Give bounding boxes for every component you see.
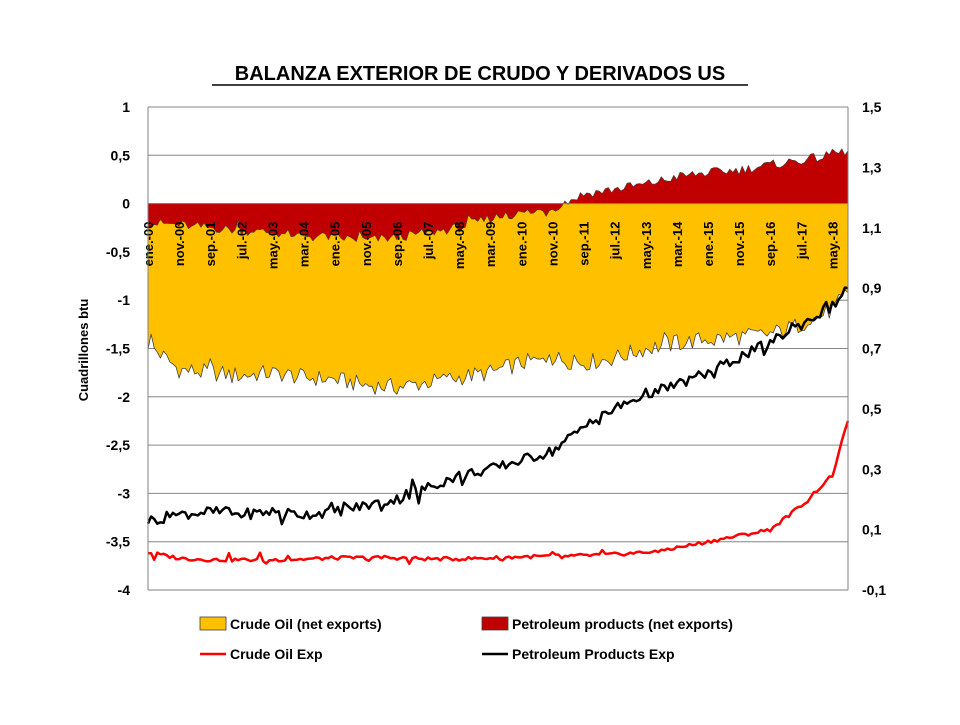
x-tick-label: nov.-10 xyxy=(545,222,560,267)
legend-label: Crude Oil (net exports) xyxy=(230,616,382,632)
y2-tick-label: -0,1 xyxy=(862,582,886,598)
x-tick-label: nov.-00 xyxy=(172,222,187,267)
y2-tick-label: 0,7 xyxy=(862,341,882,357)
x-tick-label: jul.-17 xyxy=(794,222,809,261)
y-tick-label: 0,5 xyxy=(111,147,131,163)
x-tick-label: jul.-02 xyxy=(234,222,249,261)
x-tick-label: jul.-07 xyxy=(421,222,436,261)
x-tick-label: may.-08 xyxy=(452,222,467,269)
y2-tick-label: 1,3 xyxy=(862,159,882,175)
legend-item: Petroleum Products Exp xyxy=(482,646,675,662)
legend: Crude Oil (net exports) Petroleum product… xyxy=(199,616,733,662)
chart-title: BALANZA EXTERIOR DE CRUDO Y DERIVADOS US xyxy=(235,63,725,85)
crude-oil-exp-line xyxy=(147,420,850,566)
x-tick-label: mar.-09 xyxy=(483,222,498,268)
legend-swatch xyxy=(481,616,509,631)
x-tick-label: mar.-04 xyxy=(297,221,312,267)
x-tick-label: sep.-11 xyxy=(577,222,592,266)
plot-area: 1 0,5 0 -0,5 -1 -1,5 -2 -2,5 -3 -3,5 -4 1,5 1,3 1,1 0,… xyxy=(106,99,886,598)
y-tick-label: -2,5 xyxy=(106,437,130,453)
y2-tick-label: 0,3 xyxy=(862,461,882,477)
y-tick-label: -3,5 xyxy=(106,534,130,550)
petroleum-products-exp-line xyxy=(146,286,849,526)
legend-label: Petroleum products (net exports) xyxy=(512,616,733,632)
y-tick-label: -0,5 xyxy=(106,244,130,260)
y2-tick-label: 0,1 xyxy=(862,522,882,538)
legend-item: Petroleum products (net exports) xyxy=(481,616,733,632)
y2-tick-label: 1,5 xyxy=(862,99,882,115)
legend-swatch xyxy=(199,616,227,631)
x-tick-label: ene.-15 xyxy=(701,222,716,267)
x-tick-label: sep.-16 xyxy=(763,222,778,267)
x-tick-label: sep.-01 xyxy=(203,222,218,267)
crude-oil-area xyxy=(147,203,849,395)
x-tick-label: may.-18 xyxy=(825,222,840,269)
y-tick-label: -4 xyxy=(118,582,131,598)
x-tick-label: ene.-05 xyxy=(328,222,343,267)
x-tick-label: may.-03 xyxy=(265,222,280,269)
y-tick-label: -2 xyxy=(118,389,131,405)
x-tick-label: mar.-14 xyxy=(670,221,685,267)
y-tick-label: 0 xyxy=(122,196,130,212)
x-tick-label: nov.-05 xyxy=(359,222,374,267)
y2-tick-label: 1,1 xyxy=(862,220,882,236)
y-axis-label: Cuadrillones btu xyxy=(76,299,91,402)
y-tick-label: -1 xyxy=(118,292,131,308)
legend-item: Crude Oil Exp xyxy=(200,646,323,662)
legend-label: Crude Oil Exp xyxy=(230,646,323,662)
y2-tick-label: 0,9 xyxy=(862,280,882,296)
x-tick-label: may.-13 xyxy=(639,222,654,269)
x-tick-label: ene.-10 xyxy=(514,222,529,267)
legend-label: Petroleum Products Exp xyxy=(512,646,675,662)
x-tick-label: jul.-12 xyxy=(608,222,623,261)
y2-tick-label: 0,5 xyxy=(862,401,882,417)
petroleum-products-area xyxy=(147,148,849,242)
y-tick-label: -1,5 xyxy=(106,341,130,357)
x-tick-label: nov.-15 xyxy=(732,222,747,267)
legend-item: Crude Oil (net exports) xyxy=(199,616,382,632)
y-tick-label: 1 xyxy=(122,99,130,115)
x-tick-label: sep.-06 xyxy=(390,222,405,267)
y-tick-label: -3 xyxy=(118,485,131,501)
